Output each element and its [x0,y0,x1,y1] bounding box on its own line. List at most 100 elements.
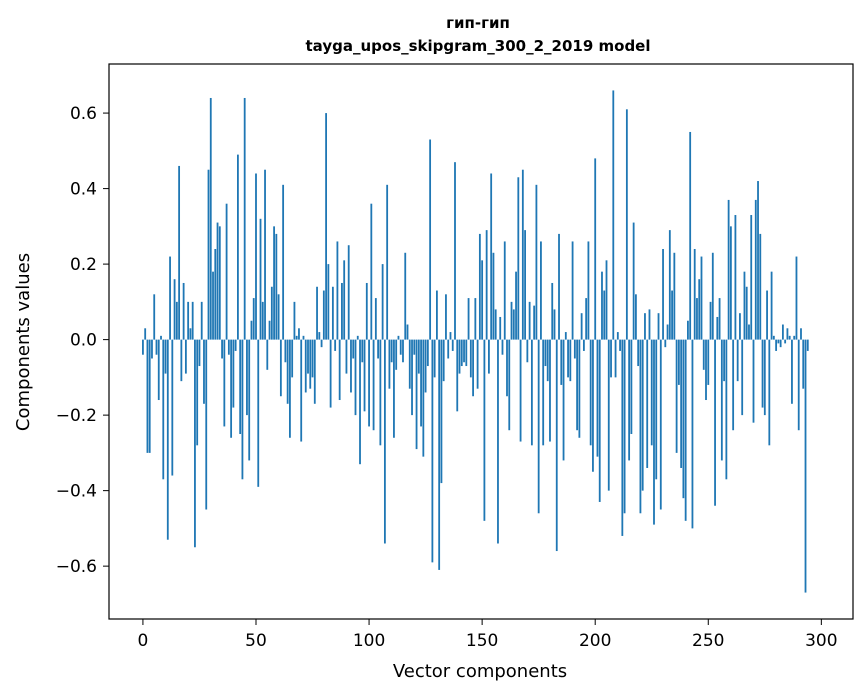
bar [494,309,497,340]
bar [659,339,662,510]
bar [657,313,660,340]
bar [334,339,337,351]
y-tick-label: 0.0 [70,331,97,351]
bar [171,339,174,476]
bar [259,218,262,340]
bar [752,339,755,423]
bar [411,339,413,416]
bar [227,339,230,355]
bar [456,339,459,412]
bar [515,271,517,340]
bar [503,241,506,340]
bar [594,158,597,340]
bar [748,324,750,340]
bar [732,339,735,431]
bar [682,339,685,499]
bar [544,339,547,367]
bar [512,309,515,340]
bar [381,264,384,340]
bar [770,271,773,340]
bar [711,252,714,340]
x-tick-label: 50 [245,631,267,651]
bar [589,339,592,446]
x-tick-label: 0 [138,631,149,651]
bar [619,339,621,351]
bar [157,339,160,401]
bar [440,339,443,484]
bar [246,339,248,416]
bar [666,324,669,340]
bar [596,339,599,457]
bar [761,339,764,408]
bar [569,339,572,382]
bar [607,339,610,491]
bar [268,320,271,340]
bar [729,226,732,340]
bar [221,339,223,359]
bar [637,339,640,367]
bar [261,301,264,340]
chart-subtitle: tayga_upos_skipgram_300_2_2019 model [306,37,651,55]
bar [173,279,176,340]
bar [438,339,441,570]
bar [142,339,144,355]
x-tick-label: 300 [805,631,837,651]
bar [472,339,474,397]
bar [390,339,393,363]
bar [408,339,411,389]
bar [194,339,196,548]
bar [542,339,545,446]
bar [558,233,560,340]
bar [363,339,366,412]
bar [300,339,303,442]
bar [230,339,233,438]
bar [345,339,348,374]
bar [540,241,542,340]
bar [191,301,194,340]
bar [289,339,291,438]
bar [153,294,156,340]
bar [707,339,710,385]
bar [465,339,468,367]
bar [772,335,775,340]
bar [304,339,307,393]
bar [759,233,762,340]
x-tick-label: 150 [466,631,498,651]
bar [250,320,253,340]
bar [386,184,389,340]
bar [499,316,502,340]
bar [580,313,583,340]
bar [243,97,246,340]
bar [687,320,689,340]
bar [653,339,655,525]
bar [239,339,242,434]
bar [775,339,778,351]
bar [743,271,746,340]
bar [307,339,309,374]
bar [576,339,579,431]
bar [347,245,350,340]
bar [537,339,540,514]
bar [521,169,524,340]
bar [573,339,576,359]
bar [553,309,556,340]
bar [698,279,701,340]
bar [612,90,615,340]
bar [279,339,282,397]
bar [286,339,289,404]
bar [460,339,463,367]
bar [614,339,617,378]
bar [291,339,294,378]
x-tick-label: 250 [692,631,724,651]
bar [234,339,237,351]
bar [356,335,359,340]
bar [162,339,165,480]
bar [754,199,757,340]
bar [492,252,495,340]
bar [673,252,676,340]
bar [404,252,407,340]
bar [797,339,800,431]
bar [766,290,768,340]
bar [646,339,649,468]
